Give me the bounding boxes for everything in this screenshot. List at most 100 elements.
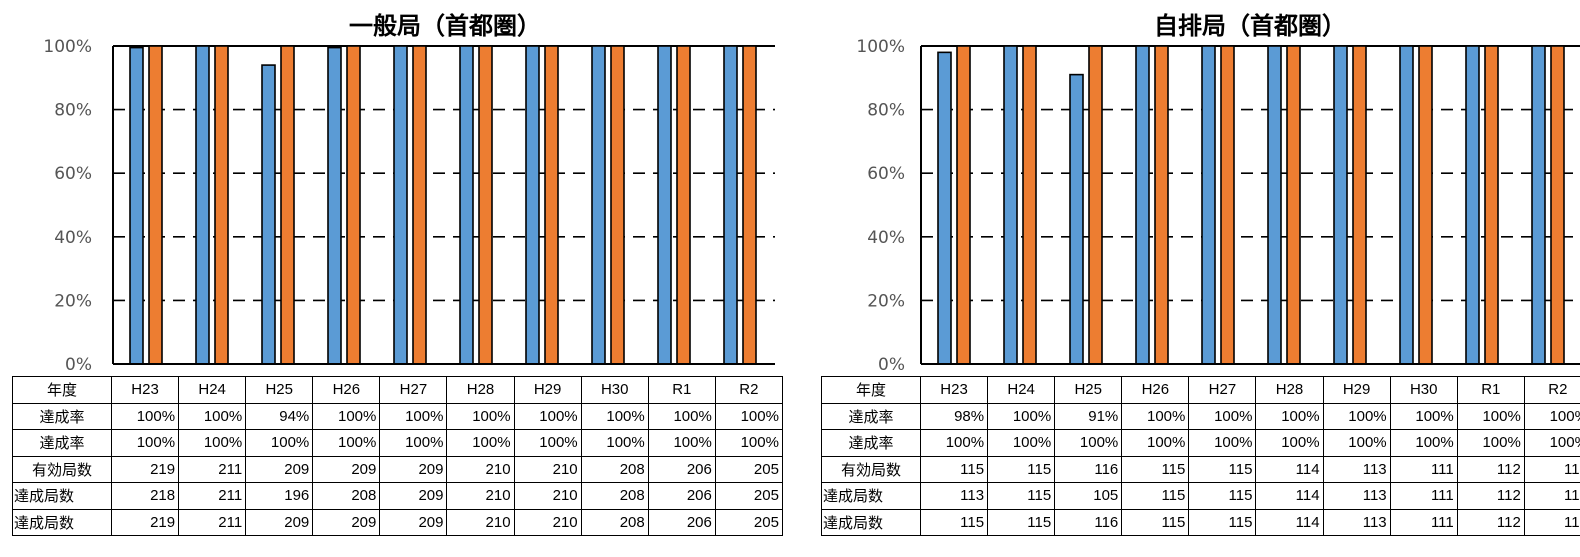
header-cell: H25 bbox=[1054, 376, 1123, 404]
bar-series-2 bbox=[412, 45, 427, 365]
table-cell: 206 bbox=[647, 508, 716, 536]
table-cell: 111 bbox=[1389, 482, 1458, 510]
table-cell: 113 bbox=[1322, 455, 1391, 483]
table-row: 有効局数 219 211 209 209 209 210 210 208 206 205 bbox=[12, 455, 783, 483]
row-label: 達成率 bbox=[12, 429, 112, 457]
table-cell: 115 bbox=[1121, 455, 1190, 483]
table-cell: 100% bbox=[1188, 429, 1257, 457]
table-cell: 100% bbox=[714, 429, 783, 457]
table-cell: 100% bbox=[647, 429, 716, 457]
y-tick-label: 80% bbox=[54, 101, 92, 121]
table-cell: 210 bbox=[446, 508, 515, 536]
table-cell: 208 bbox=[580, 482, 649, 510]
table-cell: 100% bbox=[1322, 402, 1391, 430]
table-cell: 100% bbox=[987, 402, 1056, 430]
row-label: 達成局数 bbox=[821, 508, 921, 536]
header-cell-year: 年度 bbox=[821, 376, 921, 404]
table-row: 達成率 100% 100% 100% 100% 100% 100% 100% 100% 100% 1… bbox=[821, 429, 1580, 457]
table-cell: 210 bbox=[513, 482, 582, 510]
header-cell: H23 bbox=[919, 376, 989, 404]
table-cell: 100% bbox=[446, 402, 515, 430]
table-cell: 219 bbox=[110, 508, 180, 536]
table-row: 有効局数115115116115115114113111112112 bbox=[821, 455, 1580, 483]
bar-series-1 bbox=[1201, 45, 1216, 365]
table-cell: 115 bbox=[987, 508, 1056, 536]
table-cell: 113 bbox=[919, 482, 989, 510]
table-cell: 115 bbox=[919, 455, 989, 483]
bar-series-1 bbox=[459, 45, 474, 365]
table-cell: 100% bbox=[647, 402, 716, 430]
table-cell: 100% bbox=[110, 429, 180, 457]
table-cell: 100% bbox=[312, 402, 381, 430]
table-cell: 209 bbox=[379, 455, 448, 483]
table-row: 達成局数 219 211 209 209 209 210 210 208 206 205 bbox=[12, 508, 783, 536]
bar-series-2 bbox=[214, 45, 229, 365]
table-cell: 208 bbox=[580, 455, 649, 483]
row-label: 達成局数 bbox=[821, 482, 921, 510]
bar-series-2 bbox=[1418, 45, 1433, 365]
bar-series-1 bbox=[937, 51, 952, 365]
y-tick-label: 0% bbox=[65, 355, 92, 375]
table-cell: 100% bbox=[513, 429, 582, 457]
bar-series-1 bbox=[327, 46, 342, 365]
y-tick-label: 0% bbox=[878, 355, 905, 375]
table-cell: 94% bbox=[245, 402, 314, 430]
table-cell: 100% bbox=[580, 429, 649, 457]
bar-series-2 bbox=[1088, 45, 1103, 365]
header-cell-year: 年度 bbox=[12, 376, 112, 404]
bar-series-1 bbox=[1267, 45, 1282, 365]
table-cell: 218 bbox=[110, 482, 180, 510]
table-cell: 114 bbox=[1255, 455, 1324, 483]
table-row: 達成率 100% 100% 94% 100% 100% 100% 100% 100% 100% 10… bbox=[12, 402, 783, 430]
table-cell: 209 bbox=[379, 482, 448, 510]
table-cell: 211 bbox=[178, 508, 247, 536]
table-cell: 205 bbox=[714, 455, 783, 483]
bar-chart-ippan: 0% 20% 40% 60% 80% 100% bbox=[43, 37, 775, 375]
table-cell: 114 bbox=[1255, 482, 1324, 510]
bar-series-2 bbox=[280, 45, 295, 365]
table-cell: 100% bbox=[1523, 429, 1580, 457]
table-cell: 100% bbox=[1255, 402, 1324, 430]
table-cell: 115 bbox=[919, 508, 989, 536]
header-cell: H23 bbox=[110, 376, 180, 404]
table-cell: 112 bbox=[1456, 455, 1525, 483]
row-label: 達成率 bbox=[12, 402, 112, 430]
header-cell: H25 bbox=[245, 376, 314, 404]
table-cell: 105 bbox=[1054, 482, 1123, 510]
header-cell: H30 bbox=[1389, 376, 1458, 404]
bar-series-1 bbox=[1135, 45, 1150, 365]
table-cell: 208 bbox=[312, 482, 381, 510]
table-cell: 112 bbox=[1456, 482, 1525, 510]
header-cell: H24 bbox=[987, 376, 1056, 404]
table-cell: 206 bbox=[647, 455, 716, 483]
y-tick-label: 20% bbox=[867, 291, 905, 311]
chart-title: 自排局（首都圏） bbox=[1154, 12, 1346, 40]
row-label: 達成率 bbox=[821, 429, 921, 457]
table-cell: 100% bbox=[1121, 429, 1190, 457]
table-cell: 100% bbox=[379, 429, 448, 457]
table-cell: 114 bbox=[1255, 508, 1324, 536]
bar-series-2 bbox=[1352, 45, 1367, 365]
table-cell: 115 bbox=[1188, 482, 1257, 510]
chart-title: 一般局（首都圏） bbox=[349, 12, 541, 40]
table-header-row: 年度 H23 H24 H25 H26 H27 H28 H29 H30 R1 R2 bbox=[821, 376, 1580, 404]
table-cell: 111 bbox=[1389, 455, 1458, 483]
table-cell: 100% bbox=[110, 402, 180, 430]
header-cell: R2 bbox=[714, 376, 783, 404]
bar-series-2 bbox=[742, 45, 757, 365]
header-cell: H27 bbox=[1188, 376, 1257, 404]
table-cell: 112 bbox=[1523, 455, 1580, 483]
bar-series-2 bbox=[1286, 45, 1301, 365]
bar-series-1 bbox=[1333, 45, 1348, 365]
table-cell: 112 bbox=[1523, 482, 1580, 510]
y-tick-label: 40% bbox=[867, 228, 905, 248]
table-cell: 100% bbox=[379, 402, 448, 430]
table-cell: 100% bbox=[1389, 402, 1458, 430]
table-cell: 100% bbox=[1456, 402, 1525, 430]
y-tick-label: 60% bbox=[867, 164, 905, 184]
table-cell: 115 bbox=[1121, 482, 1190, 510]
bar-series-1 bbox=[393, 45, 408, 365]
table-cell: 115 bbox=[987, 482, 1056, 510]
bar-series-1 bbox=[1531, 45, 1546, 365]
bar-series-1 bbox=[261, 64, 276, 365]
